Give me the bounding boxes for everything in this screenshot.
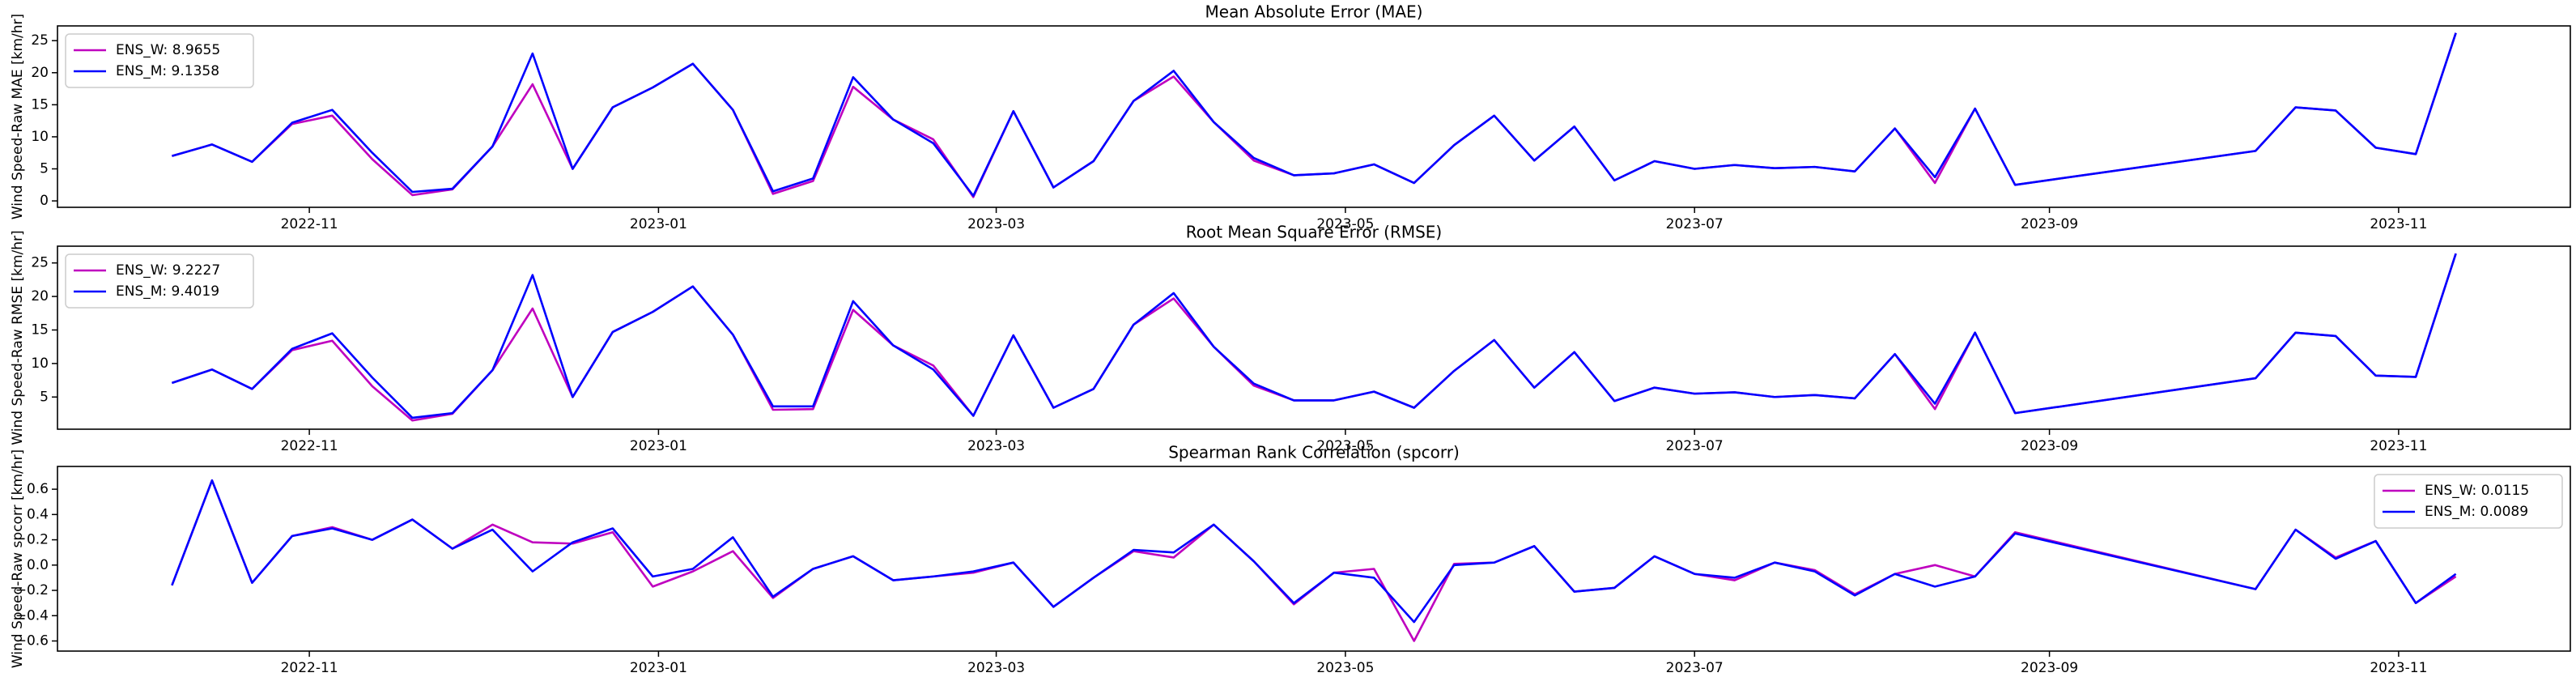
y-tick-label: 10 bbox=[31, 129, 49, 145]
y-tick-label: 0 bbox=[40, 193, 49, 209]
legend-label: ENS_W: 8.9655 bbox=[116, 42, 220, 58]
legend-label: ENS_M: 9.4019 bbox=[116, 283, 219, 300]
x-tick-label: 2023-03 bbox=[967, 438, 1025, 454]
legend-label: ENS_M: 9.1358 bbox=[116, 63, 219, 79]
series-line bbox=[171, 479, 2457, 624]
subplot: Mean Absolute Error (MAE) Wind Speed-Raw … bbox=[10, 2, 2571, 232]
axes-frame bbox=[57, 245, 2571, 430]
legend-box bbox=[65, 33, 254, 88]
x-tick-label: 2022-11 bbox=[281, 216, 338, 232]
x-tick-label: 2023-05 bbox=[1316, 660, 1374, 676]
y-tick-label: 15 bbox=[31, 96, 49, 113]
subplot-title: Spearman Rank Correlation (spcorr) bbox=[1168, 443, 1460, 462]
subplot: Spearman Rank Correlation (spcorr) Wind S… bbox=[10, 443, 2571, 676]
y-tick-label: 0.6 bbox=[27, 481, 49, 497]
y-axis-label: Wind Speed-Raw spcorr [km/hr] bbox=[10, 449, 26, 668]
y-axis-label: Wind Speed-Raw MAE [km/hr] bbox=[10, 14, 26, 219]
y-tick-label: 15 bbox=[31, 321, 49, 338]
y-tick-label: 0.4 bbox=[27, 506, 49, 522]
y-tick-label: 0.2 bbox=[27, 532, 49, 548]
x-tick-label: 2023-01 bbox=[630, 216, 687, 232]
series-line bbox=[172, 32, 2457, 198]
x-tick-label: 2023-03 bbox=[967, 216, 1025, 232]
legend-label: ENS_M: 0.0089 bbox=[2425, 504, 2528, 520]
legend-label: ENS_W: 0.0115 bbox=[2425, 483, 2529, 499]
series-line bbox=[171, 253, 2457, 422]
x-tick-label: 2023-03 bbox=[967, 660, 1025, 676]
y-tick-label: −0.4 bbox=[15, 607, 49, 624]
y-tick-label: 10 bbox=[31, 356, 49, 372]
x-tick-label: 2023-01 bbox=[630, 660, 687, 676]
series-line bbox=[172, 32, 2457, 198]
axes-frame bbox=[57, 25, 2571, 208]
x-tick-label: 2023-09 bbox=[2021, 660, 2078, 676]
x-tick-label: 2023-07 bbox=[1666, 438, 1724, 454]
x-tick-label: 2022-11 bbox=[281, 660, 338, 676]
x-tick-label: 2023-05 bbox=[1316, 216, 1374, 232]
series-line bbox=[171, 253, 2457, 419]
x-tick-label: 2023-11 bbox=[2370, 438, 2427, 454]
x-tick-label: 2023-01 bbox=[630, 438, 687, 454]
x-tick-label: 2023-07 bbox=[1666, 660, 1724, 676]
y-tick-label: 25 bbox=[31, 32, 49, 49]
x-tick-label: 2023-05 bbox=[1316, 438, 1374, 454]
y-tick-label: 0.0 bbox=[27, 557, 49, 573]
subplot: Root Mean Square Error (RMSE) Wind Speed-… bbox=[10, 223, 2571, 454]
y-tick-label: 5 bbox=[40, 161, 49, 177]
x-tick-label: 2022-11 bbox=[281, 438, 338, 454]
series-line bbox=[171, 479, 2457, 642]
x-tick-label: 2023-09 bbox=[2021, 438, 2078, 454]
x-tick-label: 2023-07 bbox=[1666, 216, 1724, 232]
y-tick-label: 5 bbox=[40, 389, 49, 405]
y-tick-label: −0.6 bbox=[15, 633, 49, 649]
y-tick-label: −0.2 bbox=[15, 582, 49, 598]
y-tick-label: 20 bbox=[31, 288, 49, 304]
legend-box bbox=[2374, 474, 2563, 529]
legend-box bbox=[65, 253, 254, 309]
axes-frame bbox=[57, 466, 2571, 652]
y-axis-label: Wind Speed-Raw RMSE [km/hr] bbox=[10, 230, 26, 445]
y-tick-label: 25 bbox=[31, 255, 49, 271]
x-tick-label: 2023-11 bbox=[2370, 216, 2427, 232]
x-tick-label: 2023-09 bbox=[2021, 216, 2078, 232]
subplot-title: Root Mean Square Error (RMSE) bbox=[1186, 223, 1442, 242]
legend-label: ENS_W: 9.2227 bbox=[116, 262, 220, 279]
subplot-title: Mean Absolute Error (MAE) bbox=[1205, 2, 1423, 22]
x-tick-label: 2023-11 bbox=[2370, 660, 2427, 676]
y-tick-label: 20 bbox=[31, 65, 49, 81]
